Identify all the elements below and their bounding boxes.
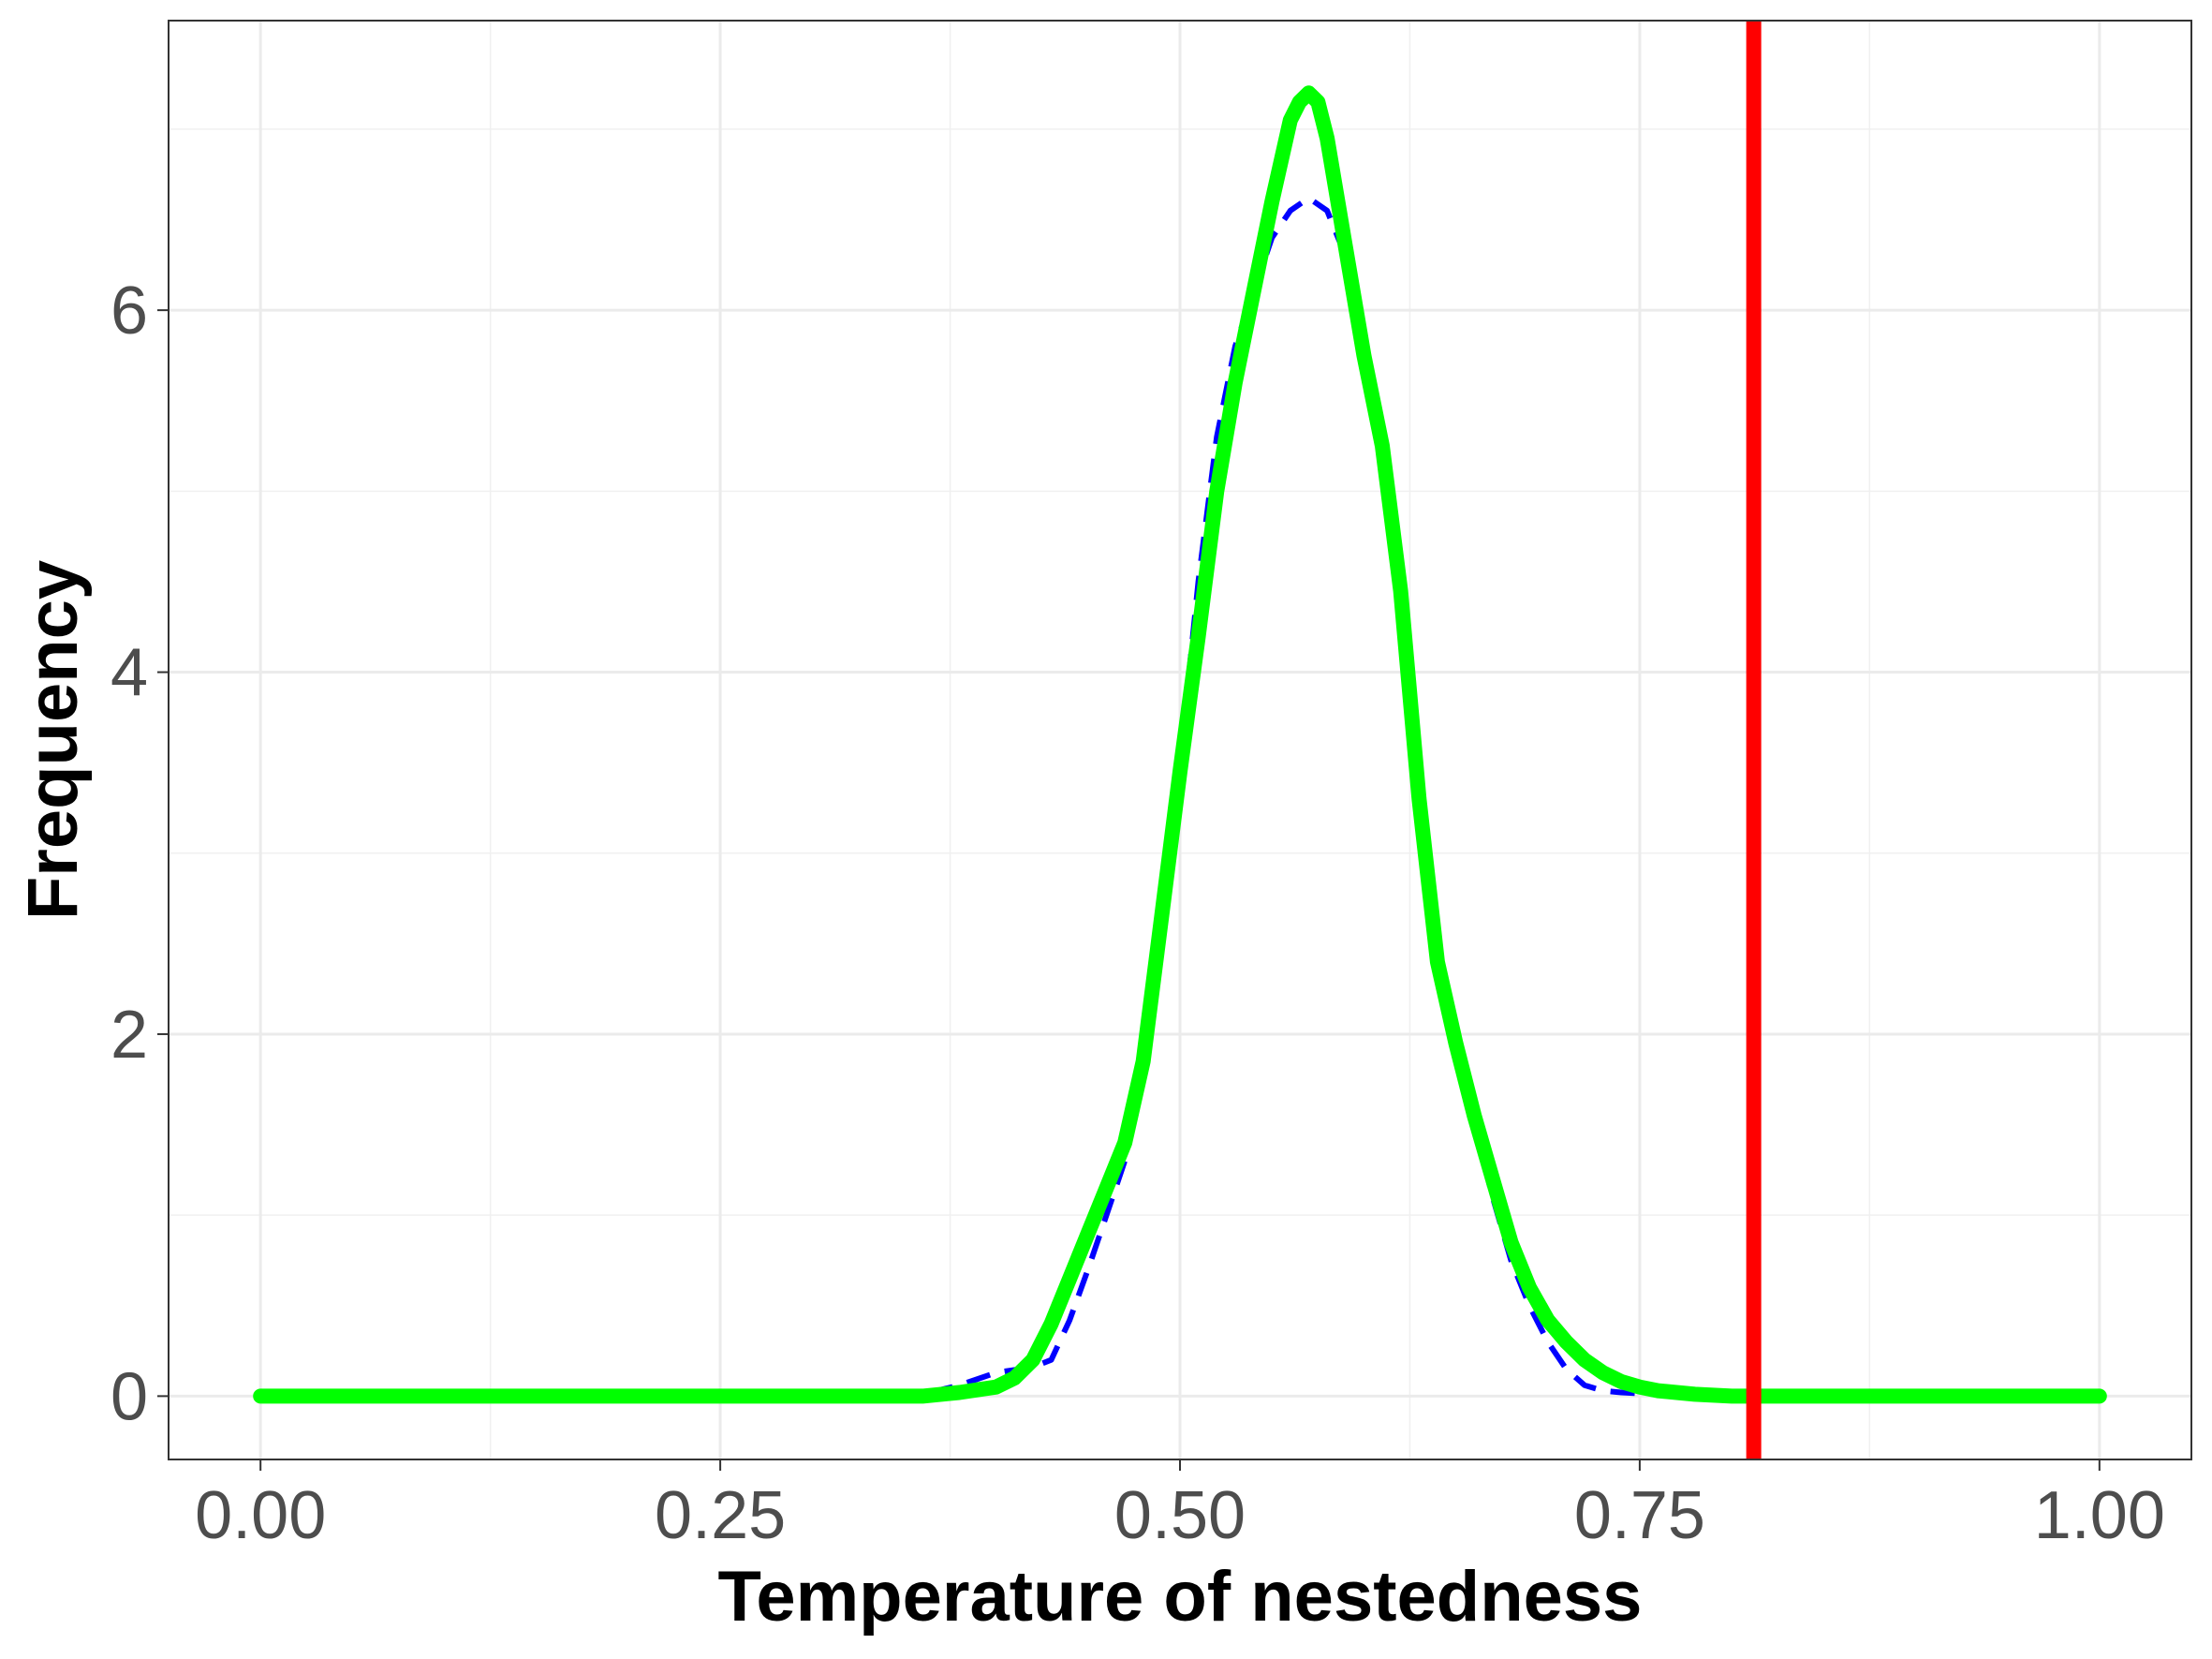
y-axis-title: Frequency [13,560,93,920]
x-tick-label: 0.25 [655,1478,786,1553]
y-tick-label: 0 [111,1359,148,1434]
y-tick-label: 6 [111,274,148,348]
x-axis-ticks: 0.00 0.25 0.50 0.75 1.00 [195,1459,2165,1553]
y-axis-ticks: 0 2 4 6 [111,274,169,1434]
density-line-dashed [260,195,2100,1400]
density-line-solid [253,85,2107,1404]
series-layer [253,85,2107,1404]
x-tick-label: 0.75 [1574,1478,1705,1553]
x-tick-label: 1.00 [2034,1478,2165,1553]
y-tick-label: 4 [111,636,148,711]
x-axis-title: Temperature of nestedness [718,1557,1643,1637]
x-tick-label: 0.50 [1114,1478,1246,1553]
y-tick-label: 2 [111,998,148,1073]
x-tick-label: 0.00 [195,1478,326,1553]
